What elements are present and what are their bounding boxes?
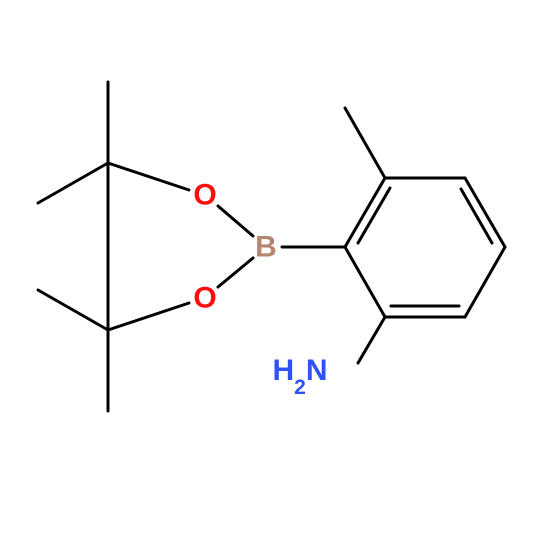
oxygen-2-label: O	[193, 282, 216, 315]
amine-n: N	[306, 354, 328, 387]
bond	[465, 247, 505, 317]
bond	[218, 206, 253, 236]
bond	[345, 247, 385, 317]
bond	[38, 163, 108, 203]
bond	[108, 163, 189, 190]
bond	[358, 317, 385, 363]
amine-label: H2N	[272, 354, 327, 400]
bond	[218, 258, 253, 287]
bond	[345, 108, 385, 178]
boron-label: B	[255, 231, 277, 264]
chemical-structure-svg: O O B H2N	[0, 0, 533, 533]
double-bonds-group	[358, 188, 492, 306]
bond	[345, 178, 385, 247]
oxygen-1-label: O	[193, 179, 216, 212]
bond	[108, 303, 189, 330]
amine-2: 2	[294, 376, 306, 399]
bond	[38, 290, 108, 330]
bond	[465, 178, 505, 247]
atoms-group: O O B H2N	[193, 179, 327, 400]
amine-h: H	[272, 354, 294, 387]
